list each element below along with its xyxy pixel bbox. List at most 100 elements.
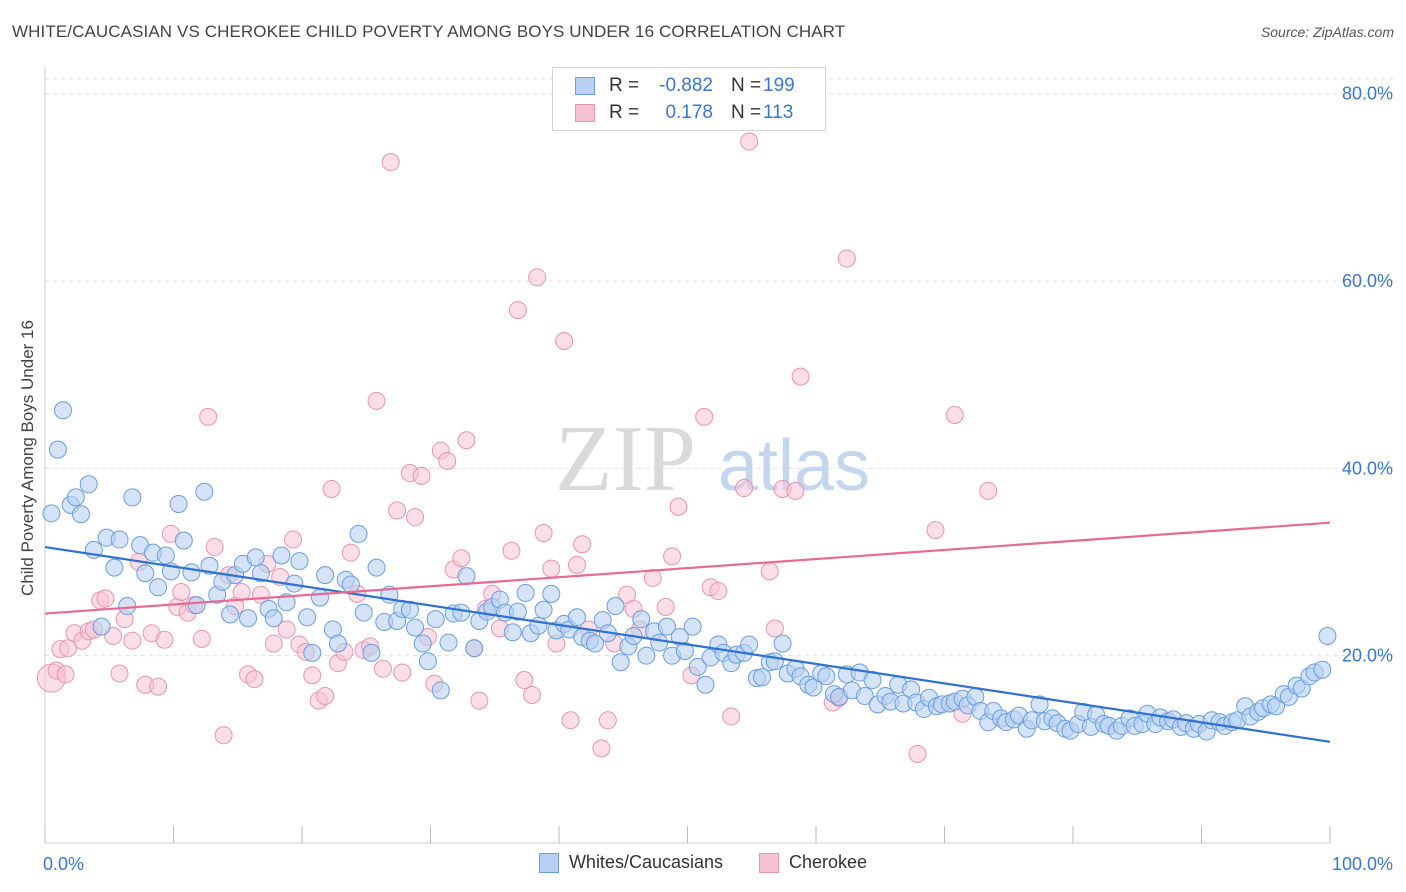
white-point bbox=[298, 608, 317, 627]
cherokee-point bbox=[786, 481, 805, 500]
r-label: R = bbox=[609, 75, 640, 96]
cherokee-point bbox=[388, 501, 407, 520]
white-point bbox=[110, 530, 129, 549]
axis-labels: 20.0% 40.0% 60.0% 80.0% 0.0% 100.0% Child Pove… bbox=[18, 84, 1393, 874]
white-point bbox=[123, 488, 142, 507]
legend-label-cherokee: Cherokee bbox=[789, 852, 868, 872]
white-points bbox=[42, 401, 1337, 741]
cherokee-point bbox=[264, 634, 283, 653]
cherokee-point bbox=[199, 407, 218, 426]
y-tick-label: 60.0% bbox=[1342, 271, 1393, 291]
white-point bbox=[328, 634, 347, 653]
cherokee-point bbox=[205, 538, 224, 557]
cherokee-point bbox=[945, 405, 964, 424]
cherokee-point bbox=[643, 568, 662, 587]
chart-source: Source: ZipAtlas.com bbox=[1260, 24, 1394, 40]
cherokee-point bbox=[979, 481, 998, 500]
cherokee-point bbox=[59, 639, 78, 658]
white-point bbox=[773, 634, 792, 653]
white-point bbox=[542, 584, 561, 603]
axes bbox=[44, 67, 1331, 844]
cherokee-point bbox=[452, 549, 471, 568]
white-point bbox=[316, 566, 335, 585]
y-tick-label: 80.0% bbox=[1342, 84, 1393, 104]
white-point bbox=[855, 686, 874, 705]
x-tick-label-min: 0.0% bbox=[43, 854, 84, 874]
cherokee-point bbox=[555, 331, 574, 350]
white-point bbox=[1313, 660, 1332, 679]
cherokee-point bbox=[709, 582, 728, 601]
cherokee-point bbox=[695, 407, 714, 426]
white-point bbox=[187, 596, 206, 615]
white-point bbox=[105, 558, 124, 577]
white-point bbox=[508, 602, 527, 621]
white-point bbox=[457, 567, 476, 586]
white-point bbox=[804, 678, 823, 697]
cherokee-point bbox=[303, 666, 322, 685]
r-value: 0.178 bbox=[665, 102, 713, 123]
cherokee-swatch bbox=[759, 852, 780, 873]
white-point bbox=[92, 617, 111, 636]
cherokee-point bbox=[232, 582, 251, 601]
n-value: 113 bbox=[763, 102, 794, 123]
cherokee-point bbox=[656, 597, 675, 616]
cherokee-point bbox=[438, 451, 457, 470]
series-legend: Whites/Caucasians Cherokee bbox=[0, 852, 1406, 873]
cherokee-point bbox=[172, 582, 191, 601]
white-point bbox=[118, 597, 137, 616]
cherokee-point bbox=[515, 671, 534, 690]
cherokee-point bbox=[393, 663, 412, 682]
white-point bbox=[452, 603, 471, 622]
white-point bbox=[156, 546, 175, 565]
cherokee-point bbox=[277, 620, 296, 639]
cherokee-point bbox=[322, 479, 341, 498]
white-point bbox=[465, 639, 484, 658]
white-point bbox=[1318, 627, 1337, 646]
cherokee-point bbox=[316, 686, 335, 705]
cherokee-point bbox=[561, 711, 580, 730]
cherokee-swatch bbox=[575, 104, 595, 122]
white-point bbox=[683, 617, 702, 636]
legend-row-cherokee: R = 0.178 N = 113 bbox=[575, 101, 799, 125]
cherokee-point bbox=[908, 745, 927, 764]
white-swatch bbox=[538, 852, 559, 873]
white-point bbox=[221, 605, 240, 624]
white-point bbox=[169, 494, 188, 513]
white-point bbox=[567, 608, 586, 627]
cherokee-point bbox=[523, 686, 542, 705]
white-point bbox=[354, 603, 373, 622]
white-point bbox=[657, 617, 676, 636]
cherokee-point bbox=[735, 479, 754, 498]
cherokee-point bbox=[110, 664, 129, 683]
y-tick-label: 20.0% bbox=[1342, 646, 1393, 666]
cherokee-point bbox=[722, 707, 741, 726]
cherokee-point bbox=[56, 665, 75, 684]
cherokee-point bbox=[214, 726, 233, 745]
white-point bbox=[503, 623, 522, 642]
white-point bbox=[290, 552, 309, 571]
y-axis-label: Child Poverty Among Boys Under 16 bbox=[18, 320, 37, 596]
cherokee-point bbox=[528, 268, 547, 287]
r-value: -0.882 bbox=[659, 75, 713, 96]
cherokee-points bbox=[36, 132, 998, 764]
white-point bbox=[303, 643, 322, 662]
cherokee-point bbox=[149, 677, 168, 696]
white-point bbox=[367, 558, 386, 577]
cherokee-point bbox=[341, 543, 360, 562]
white-point bbox=[696, 675, 715, 694]
white-point bbox=[174, 531, 193, 550]
chart-title: WHITE/CAUCASIAN VS CHEROKEE CHILD POVERT… bbox=[12, 22, 846, 41]
white-point bbox=[650, 633, 669, 652]
white-point bbox=[406, 618, 425, 637]
white-point bbox=[418, 652, 437, 671]
white-point bbox=[277, 593, 296, 612]
white-point bbox=[200, 556, 219, 575]
white-point bbox=[136, 564, 155, 583]
cherokee-point bbox=[96, 589, 115, 608]
cherokee-point bbox=[573, 535, 592, 554]
cherokee-point bbox=[508, 301, 527, 320]
legend-label-white: Whites/Caucasians bbox=[568, 852, 724, 872]
white-point bbox=[66, 488, 85, 507]
white-point bbox=[534, 600, 553, 619]
cherokee-point bbox=[926, 521, 945, 540]
